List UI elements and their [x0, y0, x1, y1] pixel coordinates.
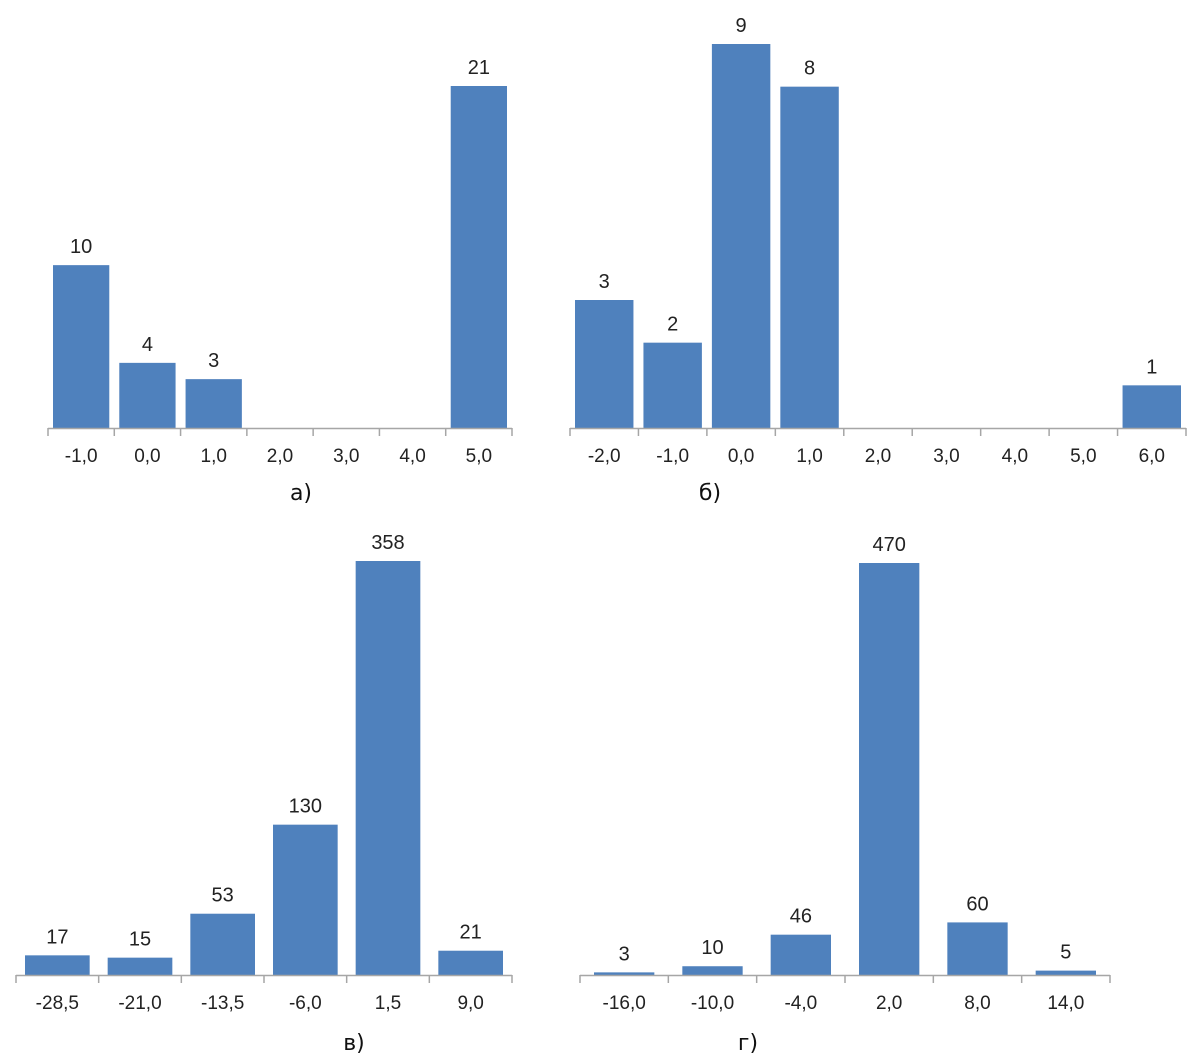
bar-value-label-a: 21 [468, 57, 490, 79]
x-tick-label-v: 1,5 [375, 993, 401, 1014]
x-tick-labels-g: -16,0 -10,0 -4,0 2,0 8,0 14,0 [603, 993, 1085, 1014]
bar-value-label-v: 17 [46, 926, 68, 948]
x-axis-g [579, 974, 1111, 983]
bar-g [594, 972, 655, 975]
x-tick-label-b: -1,0 [656, 446, 689, 467]
x-tick-label-v: -21,0 [118, 993, 161, 1014]
x-tick-label-b: 2,0 [865, 446, 891, 467]
bar-value-label-v: 53 [212, 885, 234, 907]
bar-v [438, 950, 503, 975]
x-tick-label-a: 1,0 [201, 446, 227, 467]
bar-g [770, 934, 831, 975]
x-tick-label-g: 2,0 [876, 993, 902, 1014]
bar-value-label-b: 2 [667, 314, 678, 336]
bar-value-label-a: 3 [208, 350, 219, 372]
bar-value-label-v: 15 [129, 929, 151, 951]
x-tick-label-g: -10,0 [691, 993, 734, 1014]
x-tick-labels-b: -2,0 -1,0 0,0 1,0 2,0 3,0 4,0 5,0 6,0 [588, 446, 1165, 467]
bar-b [643, 342, 702, 428]
x-tick-label-b: 6,0 [1139, 446, 1165, 467]
bar-value-label-b: 9 [736, 15, 747, 37]
bar-v [25, 955, 90, 975]
value-labels-g: 3 10 46 470 60 5 [619, 534, 1072, 965]
bar-value-label-g: 46 [790, 906, 812, 928]
x-tick-label-a: 4,0 [399, 446, 425, 467]
histogram-panel-b: -2,0 -1,0 0,0 1,0 2,0 3,0 4,0 5,0 6,0 3 2 9 8 1 б) [569, 15, 1187, 506]
x-tick-label-a: 0,0 [134, 446, 160, 467]
bar-g [947, 922, 1008, 975]
bar-value-label-a: 10 [70, 236, 92, 258]
histogram-panel-a: -1,0 0,0 1,0 2,0 3,0 4,0 5,0 10 4 3 21 а) [47, 57, 513, 506]
panel-caption-v: в) [343, 1031, 365, 1056]
x-tick-labels-v: -28,5 -21,0 -13,5 -6,0 1,5 9,0 [36, 993, 484, 1014]
bar-a [450, 86, 507, 428]
x-tick-label-g: 8,0 [964, 993, 990, 1014]
bar-b [711, 44, 771, 428]
x-axis-b [569, 427, 1187, 436]
bar-value-label-v: 358 [371, 532, 404, 554]
bar-value-label-g: 60 [966, 893, 988, 915]
x-tick-label-g: -4,0 [784, 993, 817, 1014]
x-tick-label-b: -2,0 [588, 446, 621, 467]
bars-group-g [594, 563, 1096, 975]
bar-value-label-b: 1 [1146, 356, 1157, 378]
x-tick-label-b: 3,0 [933, 446, 959, 467]
value-labels-a: 10 4 3 21 [70, 57, 490, 372]
panel-caption-b: б) [699, 481, 721, 506]
bar-value-label-a: 4 [142, 334, 153, 356]
x-tick-label-b: 4,0 [1002, 446, 1028, 467]
bar-v [273, 824, 338, 975]
bars-group-v [25, 561, 503, 975]
x-tick-label-g: 14,0 [1047, 993, 1084, 1014]
bar-g [859, 563, 920, 975]
bar-value-label-b: 8 [804, 58, 815, 80]
value-labels-b: 3 2 9 8 1 [599, 15, 1158, 378]
value-labels-v: 17 15 53 130 358 21 [46, 532, 482, 951]
x-tick-labels-a: -1,0 0,0 1,0 2,0 3,0 4,0 5,0 [65, 446, 492, 467]
bar-value-label-g: 10 [701, 937, 723, 959]
bars-group-a [53, 86, 507, 428]
bar-a [53, 265, 110, 428]
bar-v [107, 957, 173, 975]
bar-v [355, 561, 421, 975]
x-tick-label-b: 5,0 [1070, 446, 1096, 467]
bar-value-label-g: 470 [872, 534, 905, 556]
x-tick-label-v: -13,5 [201, 993, 244, 1014]
bar-g [1035, 970, 1096, 975]
bar-b [1122, 385, 1181, 428]
bars-group-b [575, 44, 1181, 429]
bar-a [185, 379, 242, 428]
x-tick-label-a: 2,0 [267, 446, 293, 467]
bar-v [190, 913, 255, 975]
histogram-panel-v: -28,5 -21,0 -13,5 -6,0 1,5 9,0 17 15 53 130 358 21… [15, 532, 513, 1056]
panel-caption-g: г) [738, 1031, 758, 1056]
histogram-panel-g: -16,0 -10,0 -4,0 2,0 8,0 14,0 3 10 46 470 60 5 г) [579, 534, 1111, 1056]
x-tick-label-v: -6,0 [289, 993, 322, 1014]
bar-b [780, 86, 839, 429]
bar-value-label-v: 21 [460, 922, 482, 944]
x-tick-label-g: -16,0 [603, 993, 646, 1014]
bar-b [575, 300, 634, 428]
x-tick-label-b: 0,0 [728, 446, 754, 467]
x-axis-a [47, 427, 513, 436]
x-tick-label-v: 9,0 [457, 993, 483, 1014]
bar-value-label-g: 3 [619, 943, 630, 965]
x-tick-label-v: -28,5 [36, 993, 79, 1014]
panel-caption-a: а) [290, 481, 312, 506]
x-tick-label-a: -1,0 [65, 446, 98, 467]
bar-g [682, 966, 743, 975]
x-axis-v [15, 974, 513, 983]
bar-a [119, 362, 176, 428]
x-tick-label-a: 5,0 [466, 446, 492, 467]
x-tick-label-b: 1,0 [796, 446, 822, 467]
bar-value-label-g: 5 [1060, 942, 1071, 964]
x-tick-label-a: 3,0 [333, 446, 359, 467]
bar-value-label-b: 3 [599, 271, 610, 293]
bar-value-label-v: 130 [289, 796, 322, 818]
